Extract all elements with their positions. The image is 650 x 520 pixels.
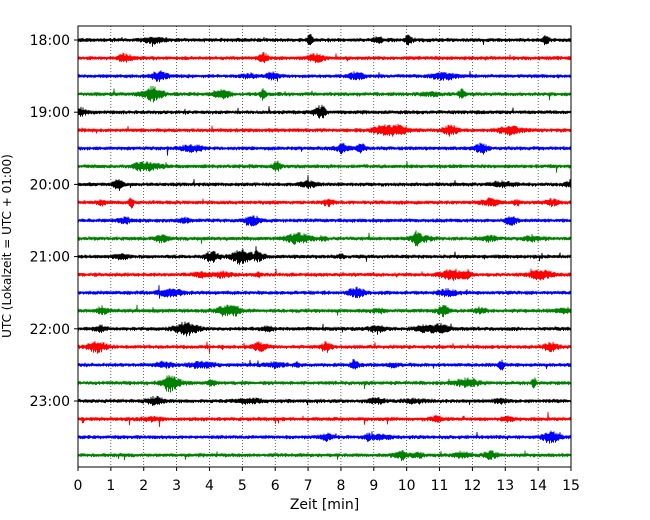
y-axis-label: UTC (Lokalzeit = UTC + 01:00) <box>0 154 14 338</box>
x-axis: 0 1 2 3 4 5 6 7 8 9 10 11 12 13 14 15 <box>74 467 580 494</box>
seismic-trace <box>77 358 572 371</box>
y-tick-label: 20:00 <box>30 177 70 193</box>
x-tick-label: 11 <box>431 478 449 494</box>
seismic-trace <box>77 123 572 137</box>
seismic-trace <box>77 70 572 83</box>
seismic-trace <box>77 230 572 247</box>
y-tick-label: 21:00 <box>30 250 70 266</box>
seismic-trace <box>77 395 572 407</box>
x-axis-label: Zeit [min] <box>290 497 359 513</box>
x-tick-label: 1 <box>106 478 115 494</box>
seismic-trace <box>77 34 572 47</box>
seismic-trace <box>77 246 572 265</box>
seismic-trace <box>77 51 572 64</box>
seismic-trace <box>77 215 572 227</box>
seismic-trace <box>77 321 572 337</box>
x-tick-label: 12 <box>463 478 481 494</box>
x-tick-label: 7 <box>304 478 313 494</box>
x-tick-label: 9 <box>369 478 378 494</box>
seismic-trace <box>77 284 572 299</box>
x-tick-label: 5 <box>238 478 247 494</box>
x-tick-label: 0 <box>74 478 83 494</box>
y-tick-label: 19:00 <box>30 105 70 121</box>
seismic-trace <box>77 85 572 103</box>
seismic-trace <box>77 411 572 428</box>
y-axis: 18:00 19:00 20:00 21:00 22:00 23:00 <box>30 33 78 410</box>
x-tick-label: 2 <box>139 478 148 494</box>
seismic-trace <box>77 340 572 354</box>
seismic-trace <box>77 104 572 119</box>
y-tick-label: 18:00 <box>30 33 70 49</box>
seismic-trace <box>77 268 572 282</box>
seismic-trace <box>77 430 572 444</box>
x-tick-label: 14 <box>529 478 547 494</box>
seismic-trace <box>77 197 572 209</box>
seismic-trace <box>77 375 572 393</box>
y-tick-label: 23:00 <box>30 394 70 410</box>
x-tick-label: 13 <box>496 478 514 494</box>
x-tick-label: 3 <box>172 478 181 494</box>
seismic-trace <box>77 174 572 191</box>
x-tick-label: 15 <box>562 478 580 494</box>
trace-group <box>77 34 572 462</box>
y-tick-label: 22:00 <box>30 322 70 338</box>
x-tick-label: 6 <box>271 478 280 494</box>
seismic-trace <box>77 449 572 462</box>
seismic-trace <box>77 142 572 156</box>
x-tick-label: 10 <box>398 478 416 494</box>
seismic-trace <box>77 160 572 173</box>
x-tick-label: 4 <box>205 478 214 494</box>
plot-frame <box>77 25 572 468</box>
seismic-trace <box>77 304 572 318</box>
x-tick-label: 8 <box>336 478 345 494</box>
